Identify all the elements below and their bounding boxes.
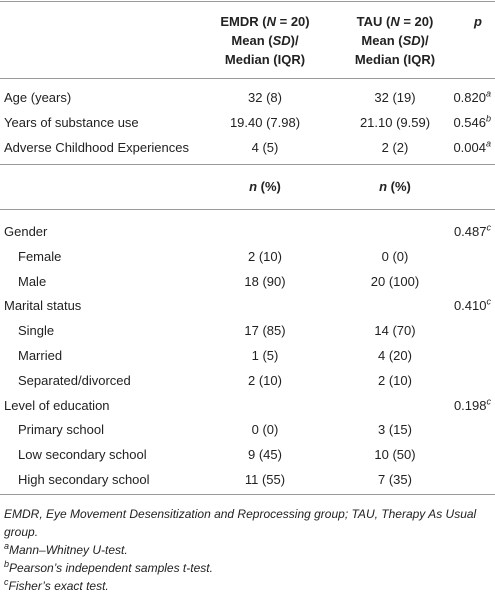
p-value: 0.820a: [411, 89, 491, 107]
footnote-text: EMDR, Eye Movement Desensitization and R…: [4, 507, 477, 539]
row-label: Age (years): [4, 90, 72, 105]
p-number: 0.410: [453, 298, 487, 314]
value-cell: 4 (20): [378, 348, 412, 363]
value-cell: 11 (55): [244, 472, 286, 487]
value-cell: 2 (10): [248, 248, 282, 264]
row-label: Married: [18, 348, 63, 363]
text-segment: EMDR (: [220, 14, 267, 29]
text-segment: (%): [387, 179, 411, 194]
value-cell: 14 (70): [374, 323, 416, 339]
row-label: Separated/divorced: [18, 372, 131, 388]
text-segment: N: [266, 14, 276, 29]
row-label: Male: [18, 273, 47, 289]
value-cell: 32 (19): [374, 90, 416, 105]
value-cell: 7 (35): [378, 472, 412, 487]
rule: [0, 164, 495, 165]
p-note: c: [486, 297, 492, 308]
p-note: c: [486, 222, 492, 233]
text-segment: Median (IQR): [224, 52, 306, 67]
text-segment: Mean (: [361, 33, 403, 48]
p-number: 0.004: [453, 140, 486, 155]
p-value: 0.487c: [411, 223, 491, 241]
text-segment: SD: [272, 33, 291, 48]
text-segment: = 20): [399, 14, 434, 29]
text-segment: )/: [420, 33, 429, 48]
value-cell: 32 (8): [248, 90, 282, 105]
header-cell: TAU (N = 20): [315, 13, 475, 31]
value-cell: 2 (10): [248, 372, 282, 388]
text-segment: )/: [290, 33, 299, 48]
p-number: 0.487: [453, 224, 487, 239]
p-value: 0.198c: [411, 397, 491, 415]
p-value: 0.004a: [411, 139, 491, 157]
p-number: 0.546: [453, 115, 486, 130]
p-value: 0.546b: [411, 114, 491, 132]
footnote-mark: c: [4, 577, 9, 587]
p-note: a: [485, 138, 491, 149]
row-label: Female: [18, 248, 62, 264]
value-cell: 2 (10): [378, 372, 412, 388]
value-cell: 18 (90): [244, 273, 286, 289]
rule: [0, 494, 495, 495]
header-cell: EMDR (N = 20): [185, 13, 345, 31]
text-segment: TAU (: [356, 14, 391, 29]
value-cell: 9 (45): [248, 447, 282, 463]
rule: [0, 209, 495, 210]
footnote: cFisher’s exact test.: [4, 577, 484, 593]
text-segment: N: [390, 14, 400, 29]
p-note: c: [486, 396, 492, 407]
row-label: Single: [18, 323, 55, 339]
text-segment: n: [379, 179, 388, 194]
header-cell: Mean (SD)/: [315, 32, 475, 50]
footnote-mark: a: [4, 541, 10, 551]
p-note: b: [485, 113, 491, 124]
footnote-text: Mann–Whitney U-test.: [9, 543, 128, 557]
header-cell: p: [463, 13, 493, 31]
value-cell: 0 (0): [381, 248, 409, 264]
value-cell: 17 (85): [244, 323, 286, 339]
row-label: Years of substance use: [4, 115, 139, 130]
rule: [0, 1, 495, 2]
footnote-text: Pearson’s independent samples t-test.: [9, 561, 213, 575]
value-cell: 4 (5): [251, 140, 279, 155]
rule: [0, 78, 495, 79]
row-label: High secondary school: [18, 472, 150, 487]
p-value: 0.410c: [411, 297, 491, 315]
row-label: Level of education: [4, 397, 110, 413]
value-cell: 20 (100): [370, 273, 420, 289]
text-segment: Mean (: [231, 33, 273, 48]
text-segment: n: [249, 179, 258, 194]
value-cell: 19.40 (7.98): [229, 115, 301, 130]
value-cell: 2 (2): [381, 140, 409, 155]
text-segment: SD: [402, 33, 421, 48]
footnote-mark: b: [4, 559, 10, 569]
text-segment: p: [474, 14, 482, 29]
text-segment: Median (IQR): [354, 52, 436, 67]
row-label: Marital status: [4, 298, 82, 314]
row-label: Gender: [4, 224, 48, 239]
row-label: Adverse Childhood Experiences: [4, 140, 189, 155]
subheader-cell: n (%): [185, 178, 345, 196]
footnote: bPearson’s independent samples t-test.: [4, 559, 484, 577]
footnote-text: Fisher’s exact test.: [8, 579, 109, 593]
row-label: Primary school: [18, 422, 104, 438]
row-label: Low secondary school: [18, 447, 147, 463]
text-segment: (%): [257, 179, 281, 194]
value-cell: 21.10 (9.59): [359, 115, 431, 130]
footnote: aMann–Whitney U-test.: [4, 541, 484, 559]
value-cell: 3 (15): [378, 422, 412, 438]
text-segment: = 20): [276, 14, 310, 29]
footnote: EMDR, Eye Movement Desensitization and R…: [4, 505, 484, 541]
subheader-cell: n (%): [315, 178, 475, 196]
p-note: a: [485, 88, 491, 99]
header-cell: Mean (SD)/: [185, 32, 345, 50]
header-cell: Median (IQR): [315, 51, 475, 69]
header-cell: Median (IQR): [185, 51, 345, 69]
value-cell: 10 (50): [374, 447, 416, 463]
p-number: 0.198: [453, 397, 487, 413]
p-number: 0.820: [453, 90, 486, 105]
value-cell: 1 (5): [251, 348, 279, 363]
value-cell: 0 (0): [251, 422, 279, 438]
